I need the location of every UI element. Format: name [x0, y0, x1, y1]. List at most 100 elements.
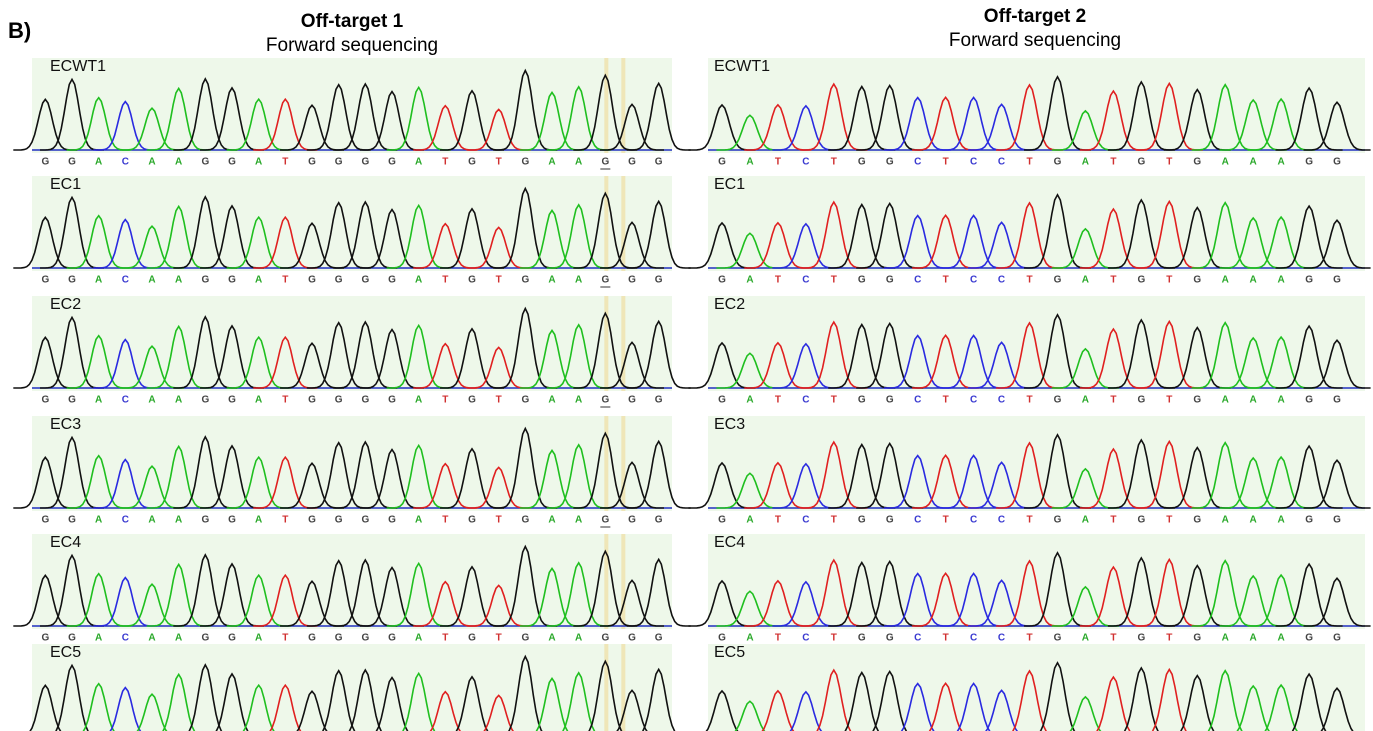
base-letter: A: [175, 157, 182, 168]
base-letter: G: [68, 633, 76, 644]
trace-background: [32, 644, 672, 731]
base-letter: G: [521, 157, 529, 168]
base-letter: G: [1193, 515, 1201, 526]
base-letter: G: [628, 157, 636, 168]
base-letter: G: [228, 275, 236, 286]
base-letter: T: [775, 157, 781, 168]
base-letter: G: [655, 633, 663, 644]
base-letter: G: [308, 275, 316, 286]
base-letter: T: [496, 395, 502, 406]
track-label: EC2: [50, 296, 81, 313]
base-letter: A: [148, 395, 155, 406]
base-letter: G: [388, 157, 396, 168]
base-letter: A: [95, 633, 102, 644]
base-letter: A: [575, 275, 582, 286]
base-letter: C: [998, 275, 1005, 286]
base-letter: G: [41, 275, 49, 286]
base-letter: G: [628, 633, 636, 644]
base-letter: G: [335, 275, 343, 286]
base-letter: A: [415, 515, 422, 526]
base-letter: T: [1026, 633, 1032, 644]
base-letter: G: [388, 395, 396, 406]
base-letter: T: [496, 275, 502, 286]
base-letter: T: [496, 633, 502, 644]
base-letter: T: [1110, 515, 1116, 526]
base-letter: G: [308, 395, 316, 406]
highlight: [621, 296, 625, 391]
base-letter: A: [415, 633, 422, 644]
base-letter: G: [68, 157, 76, 168]
base-letter: C: [970, 275, 977, 286]
base-letter: C: [122, 395, 129, 406]
base-letter: A: [1082, 275, 1089, 286]
base-letter: A: [148, 275, 155, 286]
base-letter: G: [655, 395, 663, 406]
base-letter: G: [68, 515, 76, 526]
base-letter: C: [122, 633, 129, 644]
base-letter: A: [746, 157, 753, 168]
base-letter: T: [1110, 157, 1116, 168]
base-letter: C: [914, 633, 921, 644]
base-letter: G: [228, 515, 236, 526]
highlight: [604, 296, 608, 391]
base-letter: C: [970, 515, 977, 526]
base-letter: G: [718, 633, 726, 644]
track-label: EC5: [714, 644, 745, 661]
base-letter: A: [746, 395, 753, 406]
base-letter: T: [943, 157, 949, 168]
base-letter: G: [201, 275, 209, 286]
base-letter: G: [1193, 633, 1201, 644]
base-letter: C: [802, 157, 809, 168]
base-letter: A: [1082, 395, 1089, 406]
base-letter: C: [122, 275, 129, 286]
base-letter: G: [886, 515, 894, 526]
base-letter: G: [601, 515, 609, 526]
highlight: [604, 58, 608, 153]
track-label: ECWT1: [714, 58, 770, 75]
track-label: EC4: [50, 534, 81, 551]
base-letter: G: [201, 515, 209, 526]
base-letter: C: [914, 157, 921, 168]
base-letter: A: [1250, 395, 1257, 406]
base-letter: A: [1082, 633, 1089, 644]
base-letter: C: [998, 515, 1005, 526]
base-letter: G: [468, 633, 476, 644]
base-letter: T: [442, 275, 448, 286]
track-label: EC1: [714, 176, 745, 193]
base-letter: G: [655, 515, 663, 526]
base-letter: T: [1166, 633, 1172, 644]
base-letter: G: [521, 275, 529, 286]
base-letter: A: [746, 633, 753, 644]
track-label: ECWT1: [50, 58, 106, 75]
base-letter: A: [575, 515, 582, 526]
base-letter: T: [775, 275, 781, 286]
base-letter: T: [442, 395, 448, 406]
base-letter: G: [1305, 157, 1313, 168]
base-letter: A: [415, 157, 422, 168]
base-letter: G: [361, 395, 369, 406]
base-letter: G: [201, 395, 209, 406]
base-letter: A: [148, 157, 155, 168]
base-letter: G: [361, 633, 369, 644]
base-letter: A: [1222, 515, 1229, 526]
base-letter: C: [970, 157, 977, 168]
base-letter: G: [886, 395, 894, 406]
base-letter: A: [1250, 275, 1257, 286]
base-letter: A: [1250, 633, 1257, 644]
trace-background: [708, 644, 1365, 731]
base-letter: T: [943, 395, 949, 406]
base-letter: A: [175, 395, 182, 406]
base-letter: C: [802, 275, 809, 286]
base-letter: G: [335, 633, 343, 644]
base-letter: G: [388, 275, 396, 286]
base-letter: G: [655, 275, 663, 286]
base-letter: G: [601, 633, 609, 644]
base-letter: G: [521, 515, 529, 526]
base-letter: G: [718, 395, 726, 406]
base-letter: A: [175, 515, 182, 526]
base-letter: A: [548, 395, 555, 406]
base-letter: G: [41, 157, 49, 168]
base-letter: G: [1333, 515, 1341, 526]
base-letter: G: [308, 515, 316, 526]
base-letter: G: [228, 157, 236, 168]
